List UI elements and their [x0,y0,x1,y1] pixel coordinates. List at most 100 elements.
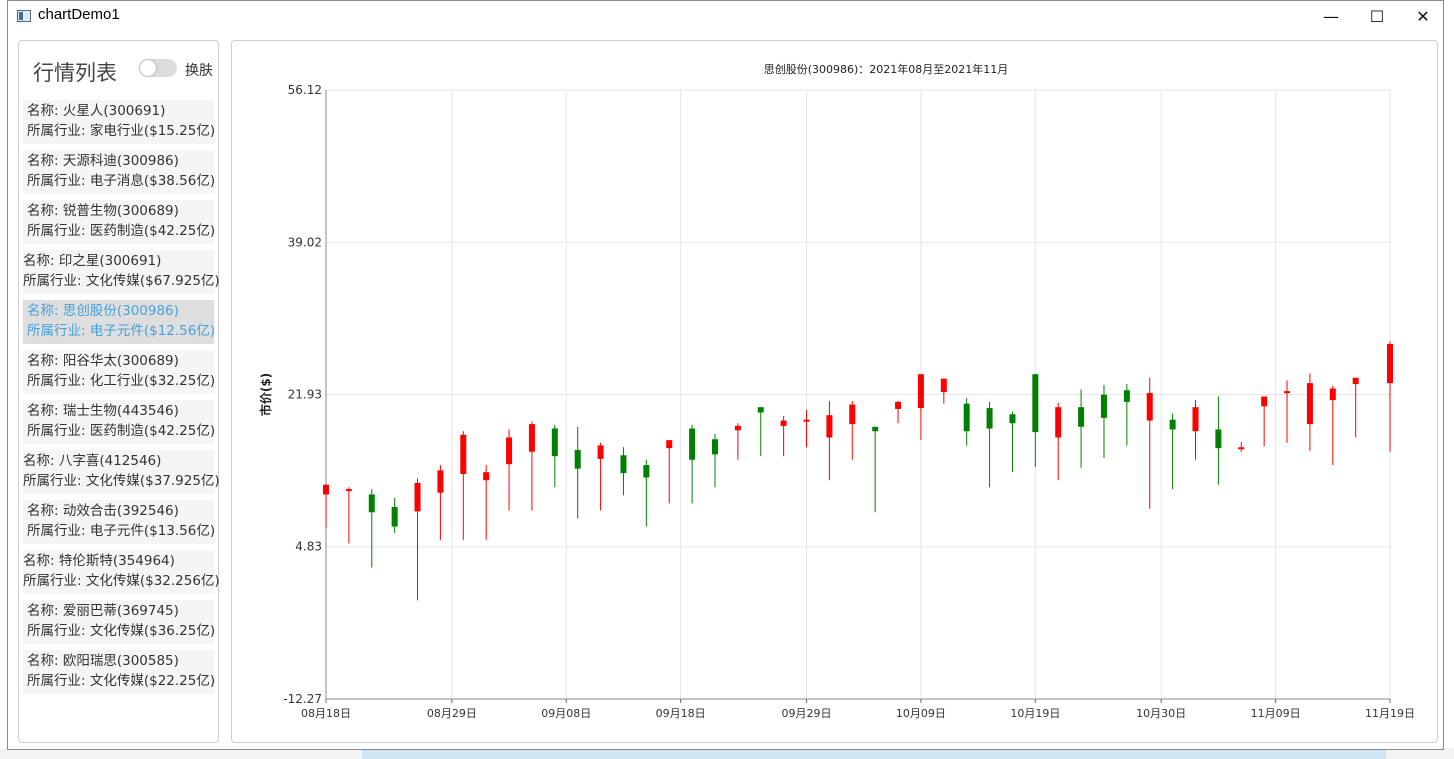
stock-name: 名称: 爱丽巴蒂(369745) [27,603,179,619]
stock-name: 名称: 印之星(300691) [23,253,162,269]
x-tick-label: 10月30日 [1136,707,1186,720]
title-bar[interactable]: chartDemo1 — ☐ ✕ [8,1,1443,32]
candle-body [506,437,513,465]
stock-list-item[interactable]: 名称: 瑞士生物(443546) 所属行业: 医药制造($42.25亿) [23,400,216,444]
stock-industry: 所属行业: 电子元件($12.56亿) [27,323,216,339]
stock-industry: 所属行业: 化工行业($32.25亿) [27,373,216,389]
stock-industry: 所属行业: 文化传媒($37.925亿) [23,473,220,489]
chart-title: 思创股份(300986)：2021年08月至2021年11月 [764,62,1009,76]
candle-body [872,426,879,432]
y-tick-label: 21.93 [288,387,322,401]
background-window-strip [0,748,1454,759]
candle-body [345,489,352,492]
stock-name: 名称: 欧阳瑞思(300585) [27,653,179,669]
stock-industry: 所属行业: 文化传媒($22.25亿) [27,673,216,689]
candle-body [757,407,764,413]
candle-body [460,434,467,474]
candle-body [391,506,398,527]
candle-body [1169,419,1176,430]
y-tick-label: 56.12 [288,83,322,97]
stock-list-item[interactable]: 名称: 火星人(300691) 所属行业: 家电行业($15.25亿) [23,100,216,144]
minimize-button[interactable]: — [1323,7,1339,26]
candle-body [986,408,993,429]
candle-body [780,420,787,426]
candle-body [1261,396,1268,407]
stock-industry: 所属行业: 文化传媒($32.256亿) [23,573,220,589]
stock-list-item[interactable]: 名称: 动效合击(392546) 所属行业: 电子元件($13.56亿) [23,500,216,544]
candle-body [551,428,558,457]
stock-list-item[interactable]: 名称: 八字喜(412546) 所属行业: 文化传媒($37.925亿) [23,450,220,494]
candle-body [963,403,970,432]
y-tick-label: 4.83 [295,540,322,554]
app-window: chartDemo1 — ☐ ✕ 行情列表 换肤 名称: 火星人(300691)… [7,0,1444,750]
candle-body [1306,383,1313,425]
candle-body [1284,391,1291,394]
skin-toggle[interactable] [139,59,177,77]
stock-list-item[interactable]: 名称: 欧阳瑞思(300585) 所属行业: 文化传媒($22.25亿) [23,650,216,694]
stock-name: 名称: 特伦斯特(354964) [23,553,175,569]
stock-list: 名称: 火星人(300691) 所属行业: 家电行业($15.25亿) 名称: 天源… [23,100,220,700]
stock-industry: 所属行业: 家电行业($15.25亿) [27,123,216,139]
candle-body [643,465,650,478]
x-tick-label: 09月29日 [782,707,832,720]
stock-list-item[interactable]: 名称: 锐普生物(300689) 所属行业: 医药制造($42.25亿) [23,200,215,244]
candle-body [1387,343,1393,384]
skin-toggle-label: 换肤 [185,63,213,79]
candle-body [1192,407,1199,432]
stock-list-item[interactable]: 名称: 印之星(300691) 所属行业: 文化传媒($67.925亿) [23,250,220,294]
x-tick-label: 10月09日 [896,707,946,720]
stock-name: 名称: 思创股份(300986) [27,303,179,319]
candle-body [1215,429,1222,449]
stock-list-item[interactable]: 名称: 爱丽巴蒂(369745) 所属行业: 文化传媒($36.25亿) [23,600,215,644]
candle-body [323,484,329,495]
stock-list-item[interactable]: 名称: 天源科迪(300986) 所属行业: 电子消息($38.56亿) [23,150,215,194]
toggle-knob [140,60,156,76]
candle-body [574,449,581,469]
candle-body [1078,407,1085,427]
y-tick-label: 39.02 [288,235,322,249]
candle-body [437,470,444,493]
x-tick-label: 08月18日 [301,707,351,720]
stock-list-item[interactable]: 名称: 思创股份(300986) 所属行业: 电子元件($12.56亿) [23,300,216,344]
background-window-edge [1445,0,1454,759]
app-window-icon [17,10,31,22]
candlestick-chart: 思创股份(300986)：2021年08月至2021年11月 56.12 39.02… [258,62,1415,720]
stock-name: 名称: 火星人(300691) [27,103,166,119]
stock-name: 名称: 动效合击(392546) [27,503,179,519]
candle-body [826,415,833,438]
candle-body [917,374,924,409]
stock-industry: 所属行业: 电子元件($13.56亿) [27,523,216,539]
candle-body [414,482,421,512]
candle-body [1123,390,1130,402]
stock-name: 名称: 锐普生物(300689) [27,203,179,219]
stock-industry: 所属行业: 文化传媒($67.925亿) [23,273,220,289]
candle-body [666,440,673,449]
candle-body [528,424,535,452]
candle-body [597,445,604,459]
candle-body [483,472,490,481]
stock-list-item[interactable]: 名称: 特伦斯特(354964) 所属行业: 文化传媒($32.256亿) [23,550,220,594]
close-button[interactable]: ✕ [1416,7,1430,26]
candle-body [1238,447,1245,450]
candle-body [1055,407,1062,438]
stock-list-item[interactable]: 名称: 阳谷华太(300689) 所属行业: 化工行业($32.25亿) [23,350,216,394]
quote-list-panel: 行情列表 换肤 名称: 火星人(300691) 所属行业: 家电行业($15.25… [18,40,220,743]
stock-name: 名称: 阳谷华太(300689) [27,353,179,369]
y-tick-label: -12.27 [283,692,322,706]
candle-body [1009,414,1016,424]
candle-body [734,425,741,431]
x-tick-label: 11月19日 [1365,707,1415,720]
candle-body [849,404,856,425]
stock-industry: 所属行业: 医药制造($42.25亿) [27,423,216,439]
candle-body [1329,388,1336,401]
candle-body [895,401,902,409]
stock-name: 名称: 瑞士生物(443546) [27,403,179,419]
x-tick-label: 10月19日 [1010,707,1060,720]
candle-body [803,419,810,422]
maximize-button[interactable]: ☐ [1369,7,1385,26]
y-axis-label: 市价($) [258,373,273,416]
candle-body [368,494,375,513]
stock-name: 名称: 天源科迪(300986) [27,153,179,169]
x-tick-label: 09月18日 [656,707,706,720]
candle-body [1146,392,1153,421]
